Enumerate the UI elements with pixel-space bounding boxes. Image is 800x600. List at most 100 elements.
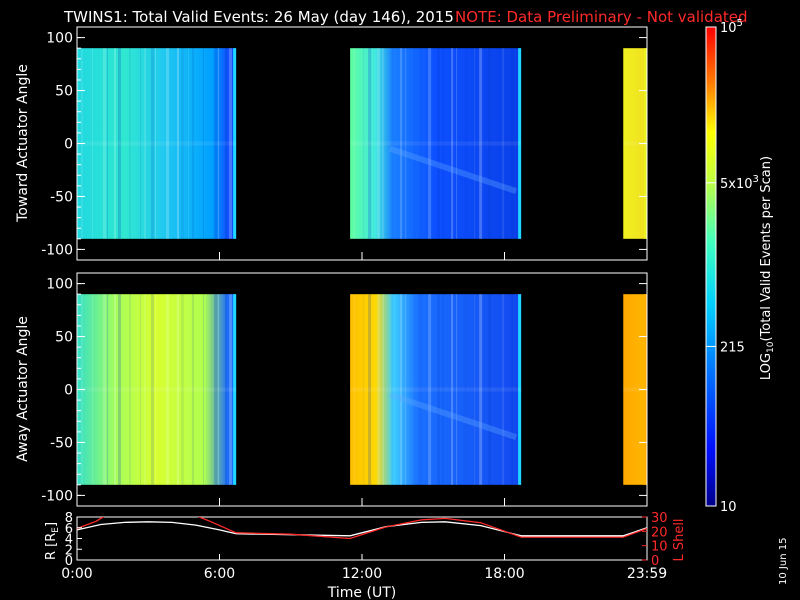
- toward-block-1-streak: [140, 48, 141, 239]
- away-block-1-streak: [192, 294, 194, 485]
- away-block-2-streak: [382, 294, 385, 485]
- away-block-2-streak: [428, 294, 432, 485]
- earth-radius-subscript: E: [51, 527, 61, 533]
- away-block-2-streak: [516, 294, 518, 485]
- toward-block-2-streak: [488, 48, 492, 239]
- toward-block-2-streak: [414, 48, 416, 239]
- toward-block-2-streak: [442, 48, 445, 239]
- toward-data-block-1: [77, 48, 237, 239]
- lshell-tick-label: 30: [651, 511, 668, 526]
- away-block-3-fill: [623, 294, 647, 485]
- away-block-2-streak: [391, 294, 394, 485]
- away-block-2-streak: [511, 294, 514, 485]
- colorbar-gradient: [705, 26, 717, 507]
- time-axis-label: Time (UT): [327, 585, 396, 600]
- away-y-ticks: 100 50 0 -50 -100: [41, 277, 648, 506]
- toward-block-3-fill: [623, 48, 647, 239]
- away-block-2-streak: [442, 294, 445, 485]
- away-block-1-streak: [103, 294, 106, 485]
- toward-block-2-streak: [456, 48, 458, 239]
- toward-y-ticks: 100 50 0 -50 -100: [41, 31, 648, 260]
- toward-ytick-label: 50: [55, 84, 73, 100]
- away-y-label: Away Actuator Angle: [15, 316, 31, 462]
- toward-block-1-edge: [233, 48, 237, 239]
- toward-block-2-streak: [419, 48, 423, 239]
- away-block-1-streak: [166, 294, 169, 485]
- colorbar-tick-label: 10: [720, 500, 737, 515]
- toward-block-1-streak: [225, 48, 227, 239]
- away-block-1-streak: [144, 294, 146, 485]
- preliminary-note: NOTE: Data Preliminary - Not validated: [455, 8, 748, 26]
- toward-block-1-streak: [177, 48, 179, 239]
- lshell-tick-label: 0: [651, 554, 659, 569]
- away-block-1-streak: [107, 294, 108, 485]
- colorbar: 105 5x103 215 10 LOG10(Total Valid Events p…: [705, 18, 776, 515]
- toward-y-label: Toward Actuator Angle: [15, 64, 31, 223]
- toward-block-2-streak: [516, 48, 518, 239]
- away-block-1-streak: [203, 294, 204, 485]
- orbit-series-group: [77, 517, 647, 540]
- toward-data-block-2: [350, 48, 522, 239]
- away-block-2-streak: [354, 294, 356, 485]
- toward-block-1-streak: [144, 48, 146, 239]
- away-ytick-label: 0: [64, 383, 73, 399]
- toward-ytick-label: -100: [41, 242, 73, 258]
- toward-block-2-zero-band: [350, 141, 522, 146]
- toward-block-1-streak: [188, 48, 189, 239]
- colorbar-ticks: 105 5x103 215 10: [706, 18, 759, 515]
- toward-block-1-streak: [155, 48, 156, 239]
- away-block-2-streak: [377, 294, 381, 485]
- time-tick-label: 0:00: [61, 566, 92, 582]
- away-block-2-edge: [518, 294, 522, 485]
- away-block-2-streak: [368, 294, 372, 485]
- away-ytick-label: 50: [55, 330, 73, 346]
- away-block-2-streak: [488, 294, 492, 485]
- radius-tick-label: 4: [65, 533, 73, 548]
- toward-block-1-streak: [129, 48, 131, 239]
- toward-block-1-streak: [103, 48, 106, 239]
- toward-block-1-streak: [192, 48, 194, 239]
- radius-axis-label: R [RE]: [44, 522, 61, 560]
- away-heatmap: [77, 294, 647, 485]
- toward-block-1-streak: [166, 48, 169, 239]
- toward-block-2-streak: [451, 48, 454, 239]
- away-block-1-streak: [229, 294, 232, 485]
- lshell-series-line: [77, 517, 647, 540]
- toward-block-2-streak: [479, 48, 483, 239]
- colorbar-tick-label: 215: [720, 340, 745, 355]
- toward-block-1-streak: [151, 48, 154, 239]
- toward-block-2-streak: [368, 48, 372, 239]
- away-block-1-streak: [177, 294, 179, 485]
- away-block-1-fill: [77, 294, 237, 485]
- toward-block-1-streak: [203, 48, 204, 239]
- away-block-2-streak: [414, 294, 416, 485]
- orbit-plot-frame: [76, 516, 648, 561]
- toward-block-2-edge: [518, 48, 522, 239]
- away-block-1-streak: [92, 294, 93, 485]
- away-block-1-streak: [118, 294, 121, 485]
- away-block-2-streak: [474, 294, 476, 485]
- toward-block-2-streak: [428, 48, 432, 239]
- toward-block-1-streak: [118, 48, 121, 239]
- lshell-tick-label: 10: [651, 540, 668, 555]
- toward-block-2-streak: [354, 48, 356, 239]
- toward-block-2-streak: [511, 48, 514, 239]
- toward-block-1-streak: [218, 48, 219, 239]
- toward-ytick-label: -50: [50, 189, 73, 205]
- away-block-1-streak: [188, 294, 189, 485]
- colorbar-label: LOG10(Total Valid Events per Scan): [759, 156, 776, 380]
- toward-block-2-diagonal: [389, 145, 518, 195]
- away-block-2-diagonal: [389, 391, 518, 441]
- toward-block-2-streak: [502, 48, 505, 239]
- radius-tick-label: 0: [65, 554, 73, 569]
- toward-ytick-label: 0: [64, 137, 73, 153]
- away-block-1-streak: [155, 294, 156, 485]
- toward-ytick-label: 100: [46, 31, 73, 47]
- toward-block-1-zero-band: [77, 141, 237, 146]
- away-block-2-streak: [456, 294, 458, 485]
- away-block-1-streak: [181, 294, 184, 485]
- away-block-1-streak: [214, 294, 217, 485]
- away-block-1-streak: [218, 294, 219, 485]
